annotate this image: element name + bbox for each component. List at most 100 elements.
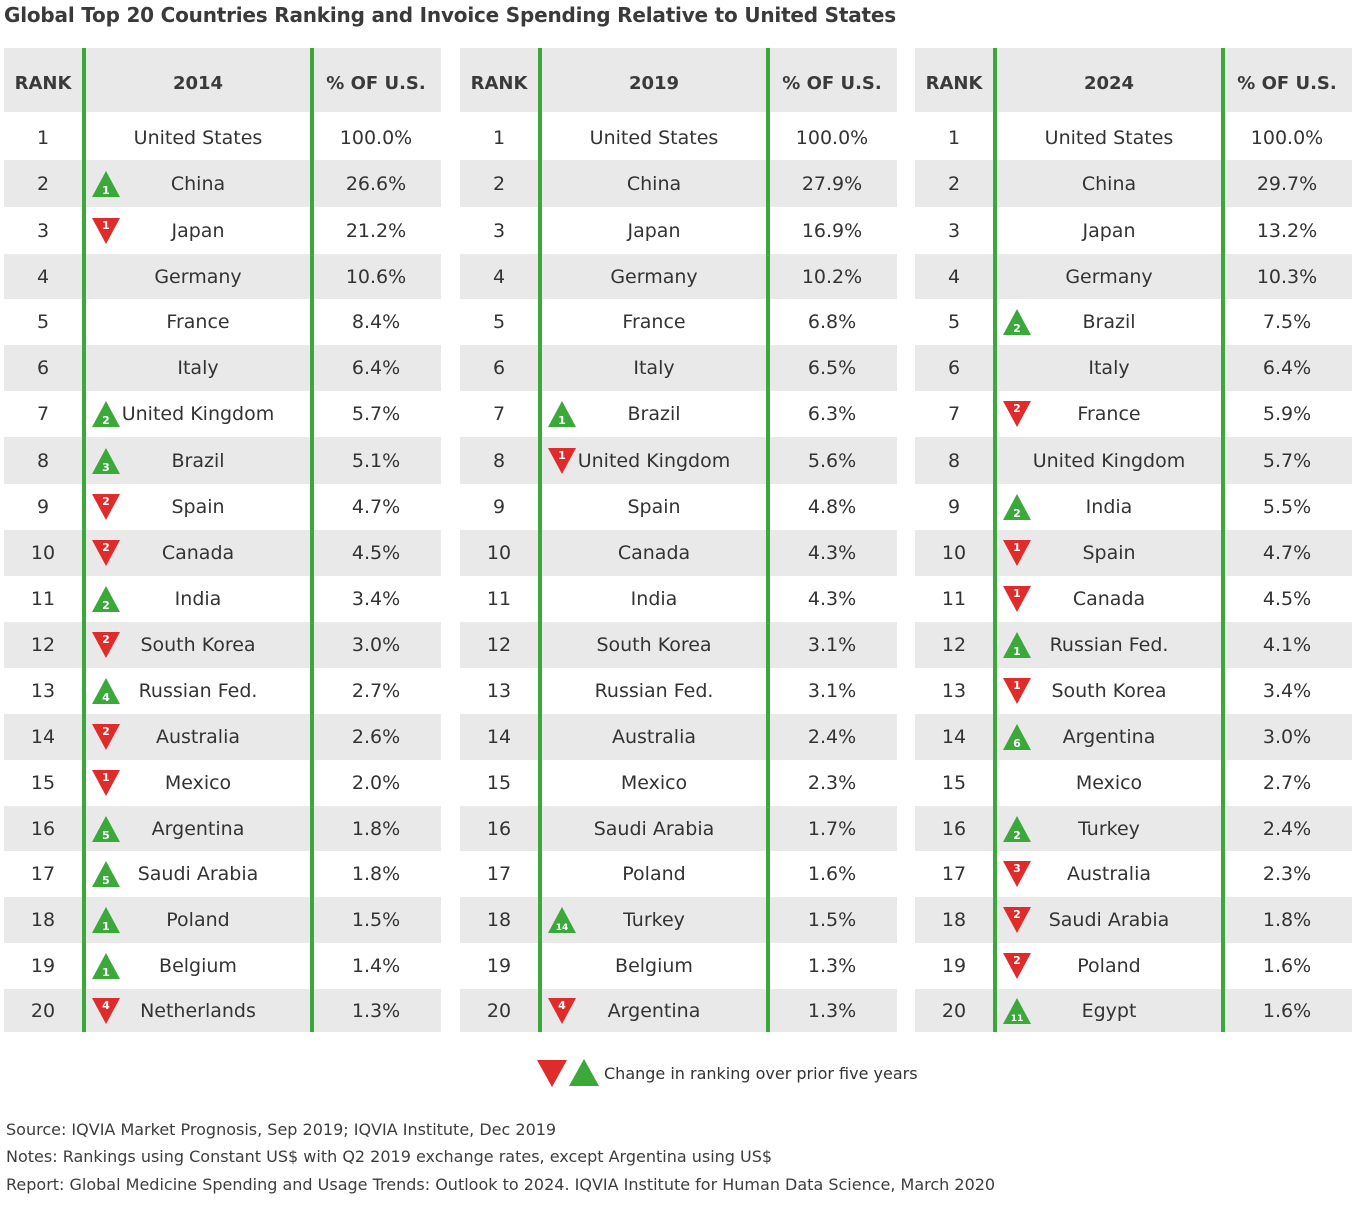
year-header: 2019 <box>628 73 680 94</box>
table-row: 5 France 6.8% <box>460 299 897 345</box>
svg-text:11: 11 <box>1011 1014 1024 1024</box>
table-row: 17 Saudi Arabia 1.8% 5 <box>4 851 441 897</box>
percent-cell: 100.0% <box>339 126 413 149</box>
country-cell: China <box>1081 172 1137 195</box>
rank-cell: 8 <box>36 449 50 472</box>
table-row: 10 Canada 4.5% 2 <box>4 530 441 576</box>
rank-cell: 7 <box>36 403 50 425</box>
country-cell: Germany <box>610 265 698 288</box>
country-cell: Poland <box>1077 955 1141 977</box>
svg-text:5: 5 <box>102 874 110 887</box>
rank-header: RANK <box>14 73 72 94</box>
percent-cell: 5.7% <box>351 403 401 425</box>
rank-cell: 10 <box>486 542 512 564</box>
pct-header: % OF U.S. <box>1237 73 1337 94</box>
table-row: 8 United Kingdom 5.7% <box>915 437 1352 484</box>
table-row: 7 United Kingdom 5.7% 2 <box>4 391 441 437</box>
country-cell: Mexico <box>164 772 232 794</box>
country-cell: France <box>1077 403 1141 425</box>
table-row: 17 Australia 2.3% 3 <box>915 851 1352 897</box>
table-header: RANK 2014 % OF U.S. <box>4 48 441 112</box>
rank-cell: 8 <box>947 449 961 472</box>
table-row: 8 Brazil 5.1% 3 <box>4 437 441 484</box>
country-cell: Italy <box>177 357 219 379</box>
rank-cell: 6 <box>947 357 961 379</box>
rank-down-icon: 2 <box>91 630 121 660</box>
table-row: 7 France 5.9% 2 <box>915 391 1352 437</box>
rank-down-icon: 3 <box>1002 859 1032 889</box>
rank-cell: 18 <box>486 909 512 931</box>
rank-cell: 1 <box>947 126 961 149</box>
percent-cell: 8.4% <box>351 311 401 333</box>
percent-cell: 3.1% <box>807 680 857 702</box>
rank-up-icon: 2 <box>1002 492 1032 522</box>
rank-cell: 19 <box>941 955 967 977</box>
country-cell: Canada <box>161 542 235 564</box>
country-cell: Germany <box>154 265 242 288</box>
country-cell: South Korea <box>1051 680 1167 702</box>
country-cell: Italy <box>1088 357 1130 379</box>
rank-cell: 5 <box>492 311 506 333</box>
rank-up-icon: 1 <box>1002 630 1032 660</box>
percent-cell: 13.2% <box>1256 219 1318 242</box>
table-row: 14 Australia 2.6% 2 <box>4 714 441 760</box>
table-row: 12 South Korea 3.1% <box>460 622 897 668</box>
country-cell: Canada <box>1072 588 1146 610</box>
rank-down-icon: 2 <box>91 722 121 752</box>
percent-cell: 10.6% <box>345 265 407 288</box>
percent-cell: 4.1% <box>1262 634 1312 656</box>
rank-cell: 9 <box>492 496 506 518</box>
table-row: 8 United Kingdom 5.6% 1 <box>460 437 897 484</box>
percent-cell: 3.0% <box>1262 726 1312 748</box>
rank-cell: 2 <box>36 172 50 195</box>
rank-cell: 20 <box>30 999 56 1022</box>
rank-header: RANK <box>925 73 983 94</box>
rank-down-icon: 2 <box>91 492 121 522</box>
page-title: Global Top 20 Countries Ranking and Invo… <box>4 3 896 27</box>
percent-cell: 5.7% <box>1262 449 1312 472</box>
country-cell: Turkey <box>1078 817 1140 840</box>
table-row: 6 Italy 6.4% <box>915 345 1352 391</box>
table-row: 19 Poland 1.6% 2 <box>915 943 1352 989</box>
rank-down-icon: 1 <box>91 216 121 246</box>
svg-text:3: 3 <box>1013 862 1021 875</box>
svg-text:4: 4 <box>558 999 566 1012</box>
country-cell: Egypt <box>1081 999 1137 1022</box>
year-header: 2024 <box>1083 73 1135 94</box>
country-cell: Australia <box>1066 863 1152 885</box>
rank-cell: 19 <box>486 955 512 977</box>
pct-header: % OF U.S. <box>782 73 882 94</box>
rank-cell: 5 <box>947 311 961 333</box>
table-row: 18 Saudi Arabia 1.8% 2 <box>915 897 1352 943</box>
country-cell: Argentina <box>151 817 245 840</box>
percent-cell: 2.4% <box>807 726 857 748</box>
svg-text:2: 2 <box>102 599 110 612</box>
percent-cell: 1.8% <box>1262 909 1312 931</box>
rank-cell: 17 <box>941 863 967 885</box>
rank-cell: 4 <box>947 265 961 288</box>
svg-text:1: 1 <box>102 920 110 933</box>
table-row: 2 China 26.6% 1 <box>4 160 441 207</box>
svg-text:6: 6 <box>1013 737 1021 750</box>
svg-text:5: 5 <box>102 829 110 842</box>
percent-cell: 2.6% <box>351 726 401 748</box>
percent-cell: 1.6% <box>1262 955 1312 977</box>
rank-cell: 16 <box>486 817 512 840</box>
rank-header: RANK <box>470 73 528 94</box>
ranking-table-2014: RANK 2014% OF U.S. 1 United States 100.0% 2 Ch… <box>4 48 441 1032</box>
table-row: 3 Japan 21.2% 1 <box>4 207 441 254</box>
table-row: 14 Australia 2.4% <box>460 714 897 760</box>
rank-cell: 16 <box>941 817 967 840</box>
country-cell: Saudi Arabia <box>593 817 715 840</box>
table-row: 13 Russian Fed. 2.7% 4 <box>4 668 441 714</box>
percent-cell: 4.5% <box>1262 588 1312 610</box>
country-cell: Argentina <box>607 999 701 1022</box>
rank-cell: 15 <box>486 772 512 794</box>
percent-cell: 1.3% <box>807 955 857 977</box>
table-row: 2 China 27.9% <box>460 160 897 207</box>
rank-cell: 4 <box>36 265 50 288</box>
country-cell: India <box>630 588 678 610</box>
percent-cell: 100.0% <box>795 126 869 149</box>
rank-cell: 17 <box>30 863 56 885</box>
rank-up-icon: 5 <box>91 859 121 889</box>
